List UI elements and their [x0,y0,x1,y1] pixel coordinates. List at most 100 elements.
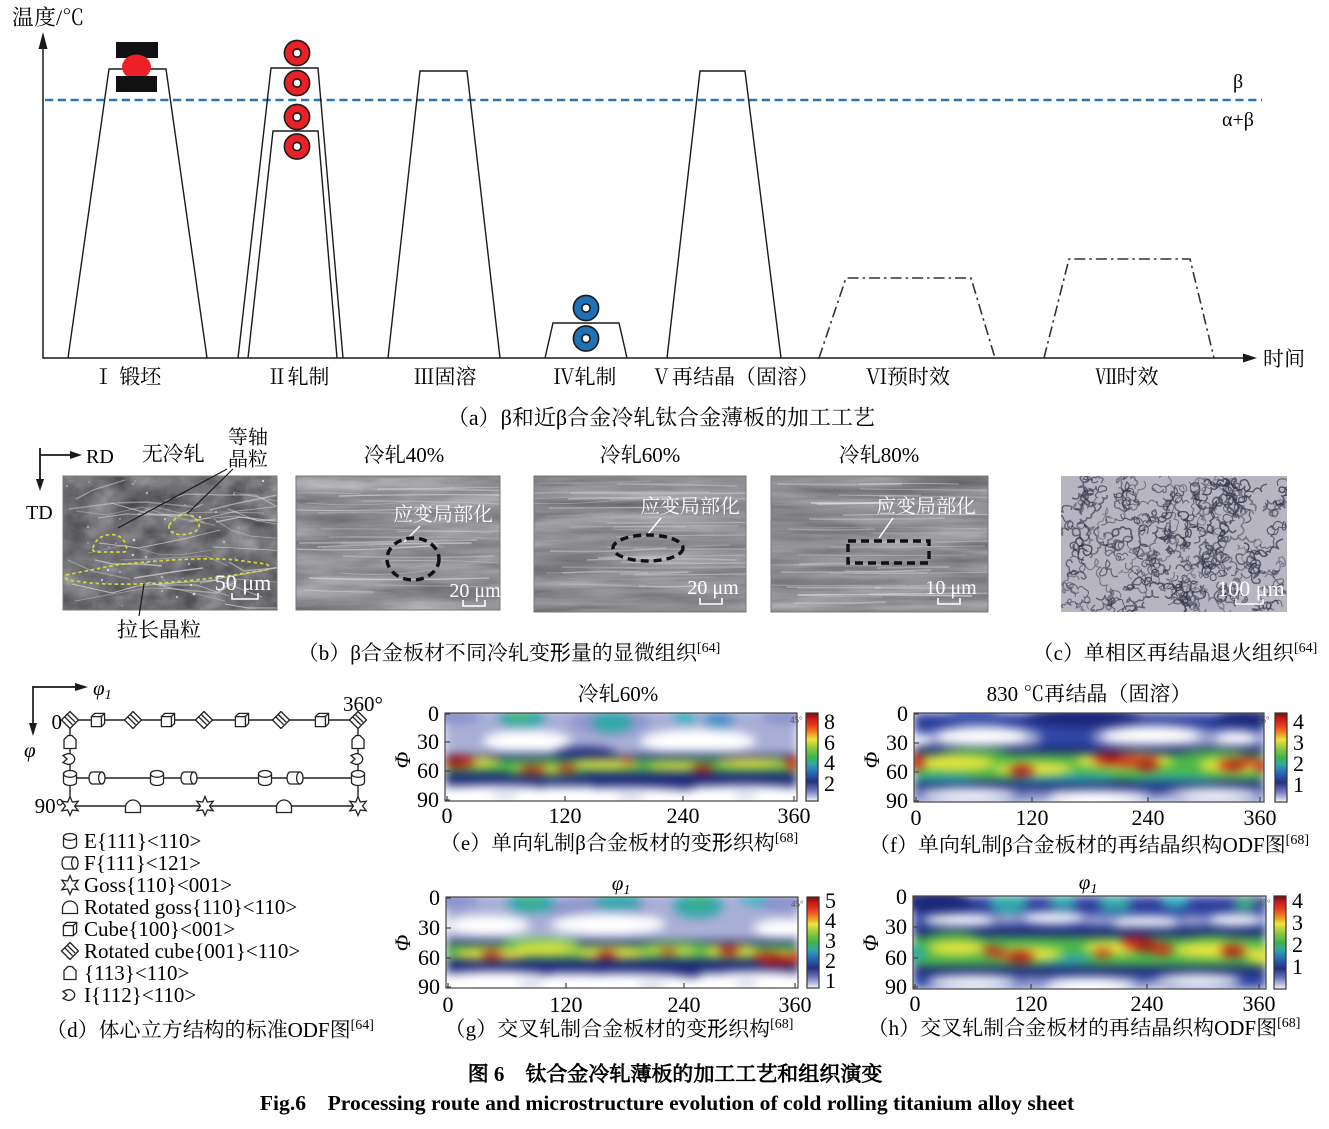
svg-text:120: 120 [549,803,582,828]
svg-text:20 μm: 20 μm [449,580,501,602]
svg-text:45°: 45° [1257,715,1270,725]
svg-text:240: 240 [668,992,701,1017]
svg-text:0: 0 [429,885,440,910]
svg-text:60: 60 [418,945,440,970]
svg-text:2: 2 [1293,751,1304,776]
svg-text:应变局部化: 应变局部化 [876,496,976,518]
svg-text:Ⅶ时效: Ⅶ时效 [1096,365,1159,389]
svg-text:0: 0 [910,991,921,1016]
svg-text:240: 240 [1132,805,1165,830]
svg-text:冷轧60%: 冷轧60% [600,443,681,467]
svg-text:Ⅳ轧制: Ⅳ轧制 [554,365,617,389]
svg-text:50 μm: 50 μm [215,570,271,595]
svg-text:360: 360 [1243,991,1276,1016]
svg-text:（f）单向轧制β合金板材的再结晶织构ODF图[68]: （f）单向轧制β合金板材的再结晶织构ODF图[68] [869,833,1309,857]
svg-text:90: 90 [418,974,440,999]
svg-text:α+β: α+β [1222,109,1254,131]
svg-text:60: 60 [885,945,907,970]
svg-text:Ⅰ 锻坯: Ⅰ 锻坯 [93,365,161,389]
svg-text:（b）β合金板材不同冷轧变形量的显微组织[64]: （b）β合金板材不同冷轧变形量的显微组织[64] [298,641,721,665]
svg-text:360°: 360° [343,692,383,716]
svg-text:应变局部化: 应变局部化 [640,496,740,518]
svg-text:2: 2 [825,948,836,973]
svg-text:45°: 45° [791,899,804,909]
svg-text:（g）交叉轧制合金板材的变形织构[68]: （g）交叉轧制合金板材的变形织构[68] [445,1017,794,1041]
svg-text:{113}<110>: {113}<110> [84,961,189,985]
svg-text:Goss{110}<001>: Goss{110}<001> [84,873,232,897]
svg-text:60: 60 [886,759,908,784]
svg-text:无冷轧: 无冷轧 [142,442,205,466]
svg-text:Φ: Φ [858,934,883,951]
svg-text:30: 30 [418,915,440,940]
svg-text:120: 120 [550,992,583,1017]
svg-text:φ1: φ1 [612,871,631,898]
svg-text:120: 120 [1015,991,1048,1016]
svg-text:90: 90 [886,788,908,813]
svg-text:应变局部化: 应变局部化 [393,504,493,526]
svg-text:8: 8 [824,709,835,734]
svg-text:F{111}<121>: F{111}<121> [84,851,201,875]
svg-text:1: 1 [1292,954,1303,979]
svg-text:等轴: 等轴 [228,427,268,449]
svg-text:RD: RD [86,446,114,468]
svg-text:（a）β和近β合金冷轧钛合金薄板的加工工艺: （a）β和近β合金冷轧钛合金薄板的加工工艺 [447,405,875,430]
svg-text:45°: 45° [1258,898,1271,908]
svg-text:晶粒: 晶粒 [228,448,268,471]
svg-text:I{112}<110>: I{112}<110> [84,983,196,1007]
svg-text:90: 90 [885,974,907,999]
svg-text:拉长晶粒: 拉长晶粒 [117,618,201,642]
svg-text:20 μm: 20 μm [687,577,739,599]
svg-text:30: 30 [886,730,908,755]
svg-text:4: 4 [824,750,835,775]
svg-text:90: 90 [417,787,439,812]
svg-text:30: 30 [417,729,439,754]
svg-text:2: 2 [824,771,835,796]
svg-text:Φ: Φ [859,751,884,768]
svg-text:120: 120 [1016,805,1049,830]
svg-text:360: 360 [1244,805,1277,830]
svg-text:0: 0 [442,803,453,828]
svg-text:（d）体心立方结构的标准ODF图[64]: （d）体心立方结构的标准ODF图[64] [46,1018,374,1042]
svg-text:β: β [1233,71,1243,93]
svg-text:100 μm: 100 μm [1217,576,1284,601]
svg-text:830 ℃再结晶（固溶）: 830 ℃再结晶（固溶） [987,682,1192,706]
svg-text:0: 0 [896,884,907,909]
svg-text:1: 1 [1293,772,1304,797]
svg-text:90°: 90° [35,794,64,818]
svg-text:φ: φ [24,738,36,762]
svg-text:冷轧60%: 冷轧60% [578,682,659,706]
svg-text:Cube{100}<001>: Cube{100}<001> [84,917,235,941]
svg-text:6: 6 [824,730,835,755]
svg-text:Rotated cube{001}<110>: Rotated cube{001}<110> [84,939,300,963]
svg-text:Rotated goss{110}<110>: Rotated goss{110}<110> [84,895,297,919]
svg-text:0: 0 [897,701,908,726]
svg-text:Fig.6 Processing route and mic: Fig.6 Processing route and microstructur… [260,1091,1075,1115]
svg-text:Ⅴ再结晶（固溶）: Ⅴ再结晶（固溶） [651,365,819,389]
svg-text:时间: 时间 [1263,347,1305,371]
svg-text:0: 0 [911,805,922,830]
svg-text:3: 3 [825,928,836,953]
svg-text:3: 3 [1293,730,1304,755]
svg-text:冷轧40%: 冷轧40% [364,443,445,467]
svg-text:0: 0 [52,710,63,734]
svg-text:φ1: φ1 [93,676,112,703]
svg-text:（e）单向轧制β合金板材的变形织构[68]: （e）单向轧制β合金板材的变形织构[68] [440,831,798,855]
svg-text:Ⅵ预时效: Ⅵ预时效 [866,365,950,389]
svg-text:图 6 钛合金冷轧薄板的加工工艺和组织演变: 图 6 钛合金冷轧薄板的加工工艺和组织演变 [468,1062,883,1086]
svg-text:Ⅱ轧制: Ⅱ轧制 [267,365,330,389]
svg-text:0: 0 [428,701,439,726]
svg-text:45°: 45° [790,715,803,725]
svg-text:4: 4 [825,908,836,933]
svg-text:360: 360 [779,992,812,1017]
svg-text:3: 3 [1292,910,1303,935]
svg-text:5: 5 [825,888,836,913]
svg-text:1: 1 [825,968,836,993]
svg-text:φ1: φ1 [1079,870,1098,897]
svg-text:Ⅲ固溶: Ⅲ固溶 [414,365,477,389]
svg-text:4: 4 [1293,709,1304,734]
svg-text:E{111}<110>: E{111}<110> [84,829,201,853]
svg-text:Φ: Φ [390,751,415,768]
svg-text:冷轧80%: 冷轧80% [839,443,920,467]
svg-text:240: 240 [667,803,700,828]
svg-text:4: 4 [1292,888,1303,913]
